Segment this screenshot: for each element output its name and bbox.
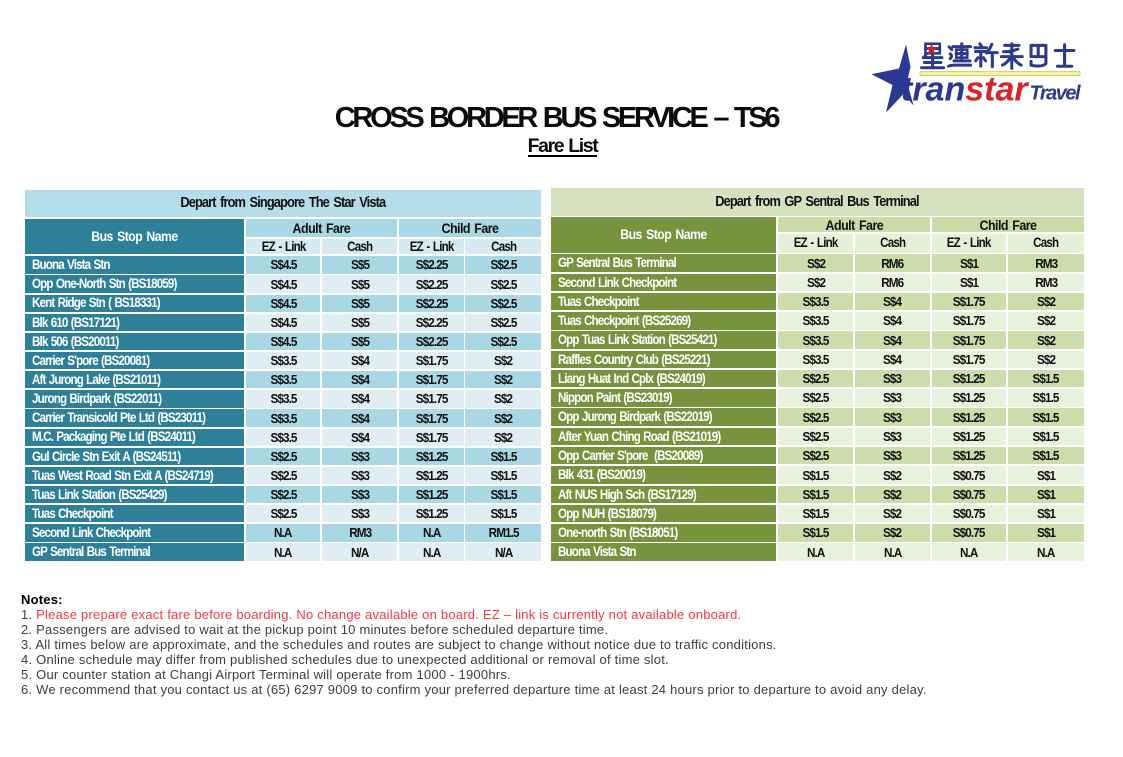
svg-text:Travel: Travel — [1030, 82, 1082, 104]
svg-text:transtar: transtar — [901, 70, 1029, 108]
